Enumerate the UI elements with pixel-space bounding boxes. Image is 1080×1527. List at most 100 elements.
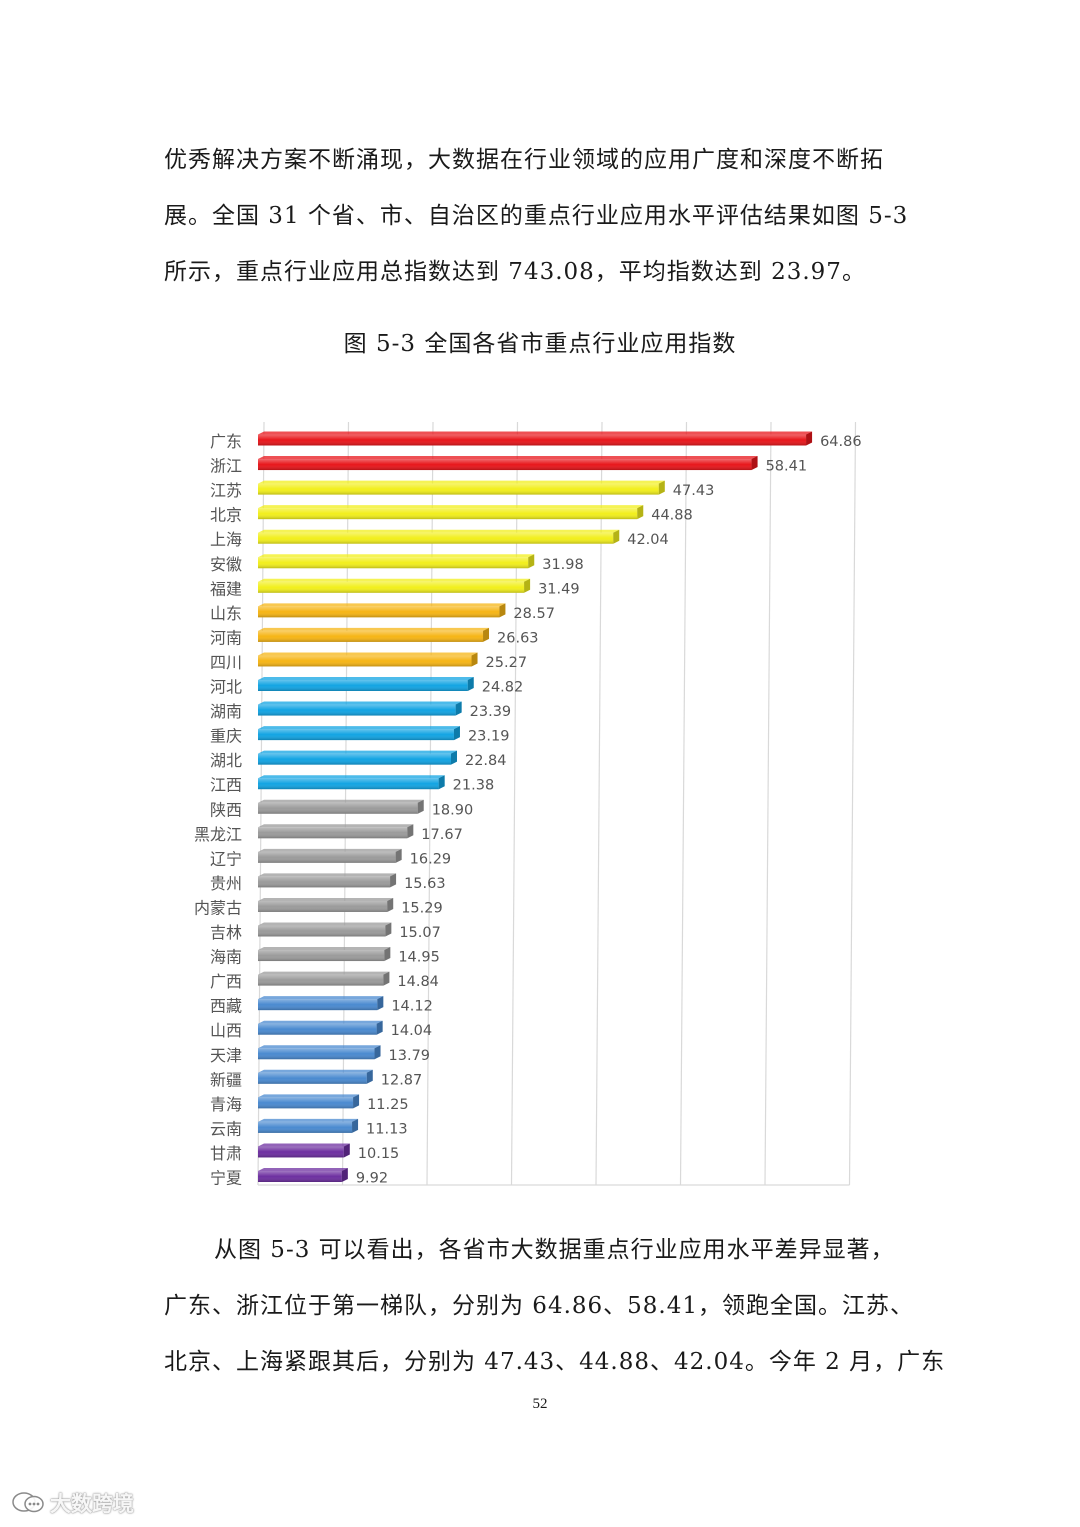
category-label: 内蒙古: [194, 898, 242, 917]
value-label: 17.67: [421, 827, 463, 843]
intro-line-3: 所示，重点行业应用总指数达到 743.08，平均指数达到 23.97。: [164, 259, 866, 285]
value-label: 14.95: [398, 950, 440, 966]
bar: [258, 677, 474, 691]
category-label: 广西: [210, 972, 242, 991]
value-label: 58.41: [766, 459, 808, 475]
category-label: 陕西: [210, 800, 242, 819]
bar: [258, 1143, 350, 1158]
chat-bubble-icon: [12, 1492, 44, 1513]
category-label: 天津: [210, 1046, 242, 1065]
bar-chart: 广东浙江江苏北京上海安徽福建山东河南四川河北湖南重庆湖北江西陕西黑龙江辽宁贵州内…: [194, 421, 862, 1188]
value-label: 13.79: [389, 1048, 431, 1064]
category-label: 广东: [210, 432, 242, 451]
value-label: 15.07: [399, 925, 441, 941]
value-label: 25.27: [486, 655, 528, 671]
category-label: 吉林: [210, 923, 242, 942]
value-label: 47.43: [673, 483, 715, 499]
watermark: 大数跨境: [10, 1488, 134, 1518]
gridline: [679, 421, 688, 1186]
bar: [258, 431, 813, 446]
category-label: 湖北: [210, 751, 242, 770]
category-label: 黑龙江: [194, 825, 242, 844]
value-label: 21.38: [453, 778, 495, 794]
bar: [258, 1069, 373, 1084]
bar: [258, 456, 758, 471]
bar: [258, 627, 490, 642]
category-label: 宁夏: [210, 1169, 242, 1188]
category-label: 贵州: [210, 874, 242, 893]
value-labels: 64.86 58.41 47.43 44.88 42.04 31.98 31.49 28.57…: [356, 434, 862, 1187]
intro-paragraph: 优秀解决方案不断涌现，大数据在行业领域的应用广度和深度不断拓 展。全国 31 个…: [164, 132, 924, 300]
value-label: 64.86: [820, 434, 862, 450]
body-paragraph: 从图 5-3 可以看出，各省市大数据重点行业应用水平差异显著， 广东、浙江位于第…: [164, 1222, 946, 1390]
category-label: 海南: [210, 948, 242, 967]
bar: [258, 1045, 381, 1060]
bar: [258, 775, 445, 790]
category-label: 江西: [210, 776, 242, 795]
grid-lines: [257, 421, 857, 1186]
category-label: 福建: [210, 579, 242, 598]
value-label: 16.29: [410, 851, 452, 867]
value-label: 31.98: [542, 557, 584, 573]
bar: [258, 848, 402, 863]
gridline: [595, 421, 603, 1186]
bar: [258, 799, 424, 814]
value-label: 9.92: [356, 1171, 388, 1187]
bar: [258, 971, 390, 986]
gridline: [764, 421, 772, 1186]
category-label: 西藏: [210, 997, 242, 1016]
category-label: 江苏: [210, 481, 242, 500]
value-label: 44.88: [651, 508, 693, 524]
value-label: 11.13: [366, 1121, 408, 1137]
value-label: 24.82: [482, 680, 524, 696]
category-label: 辽宁: [210, 849, 242, 868]
bar: [258, 1168, 348, 1182]
value-label: 15.63: [404, 876, 446, 892]
body-line-1: 从图 5-3 可以看出，各省市大数据重点行业应用水平差异显著，: [214, 1237, 895, 1263]
bar: [258, 897, 394, 912]
category-label: 上海: [210, 530, 242, 549]
page-number: 52: [532, 1396, 548, 1412]
bar: [258, 578, 531, 593]
category-label: 新疆: [210, 1070, 242, 1089]
bar: [258, 873, 397, 888]
category-label: 湖南: [210, 702, 242, 721]
value-label: 22.84: [465, 753, 507, 769]
bar: [258, 750, 457, 765]
category-labels: 广东浙江江苏北京上海安徽福建山东河南四川河北湖南重庆湖北江西陕西黑龙江辽宁贵州内…: [194, 432, 242, 1188]
category-label: 重庆: [210, 727, 242, 746]
bar: [258, 505, 644, 520]
bar: [258, 726, 460, 741]
gridline: [426, 421, 434, 1186]
intro-line-2: 展。全国 31 个省、市、自治区的重点行业应用水平评估结果如图 5-3: [164, 203, 909, 229]
bar: [258, 947, 391, 962]
bar: [258, 554, 535, 569]
bar: [258, 603, 506, 618]
bar: [258, 529, 620, 544]
body-line-3: 北京、上海紧跟其后，分别为 47.43、44.88、42.04。今年 2 月，广…: [164, 1349, 946, 1375]
bar: [258, 480, 665, 495]
body-line-2: 广东、浙江位于第一梯队，分别为 64.86、58.41，领跑全国。江苏、: [164, 1293, 914, 1319]
category-label: 山东: [210, 604, 242, 623]
value-label: 23.39: [470, 704, 512, 720]
value-label: 28.57: [513, 606, 555, 622]
bar: [258, 701, 462, 716]
value-label: 23.19: [468, 729, 510, 745]
value-label: 11.25: [367, 1097, 409, 1113]
category-label: 四川: [210, 653, 242, 672]
bar: [258, 922, 392, 937]
gridline: [848, 421, 857, 1186]
value-label: 42.04: [627, 532, 669, 548]
category-label: 青海: [210, 1095, 242, 1114]
category-label: 河南: [210, 628, 242, 647]
figure-caption: 图 5-3 全国各省市重点行业应用指数: [343, 331, 737, 357]
category-label: 北京: [210, 506, 242, 525]
bar: [258, 1020, 383, 1035]
value-label: 15.29: [401, 900, 443, 916]
value-label: 14.12: [391, 999, 433, 1015]
category-label: 安徽: [210, 555, 242, 574]
bar: [258, 1094, 360, 1109]
value-label: 10.15: [358, 1146, 400, 1162]
category-label: 山西: [210, 1021, 242, 1040]
bars: [258, 431, 813, 1182]
